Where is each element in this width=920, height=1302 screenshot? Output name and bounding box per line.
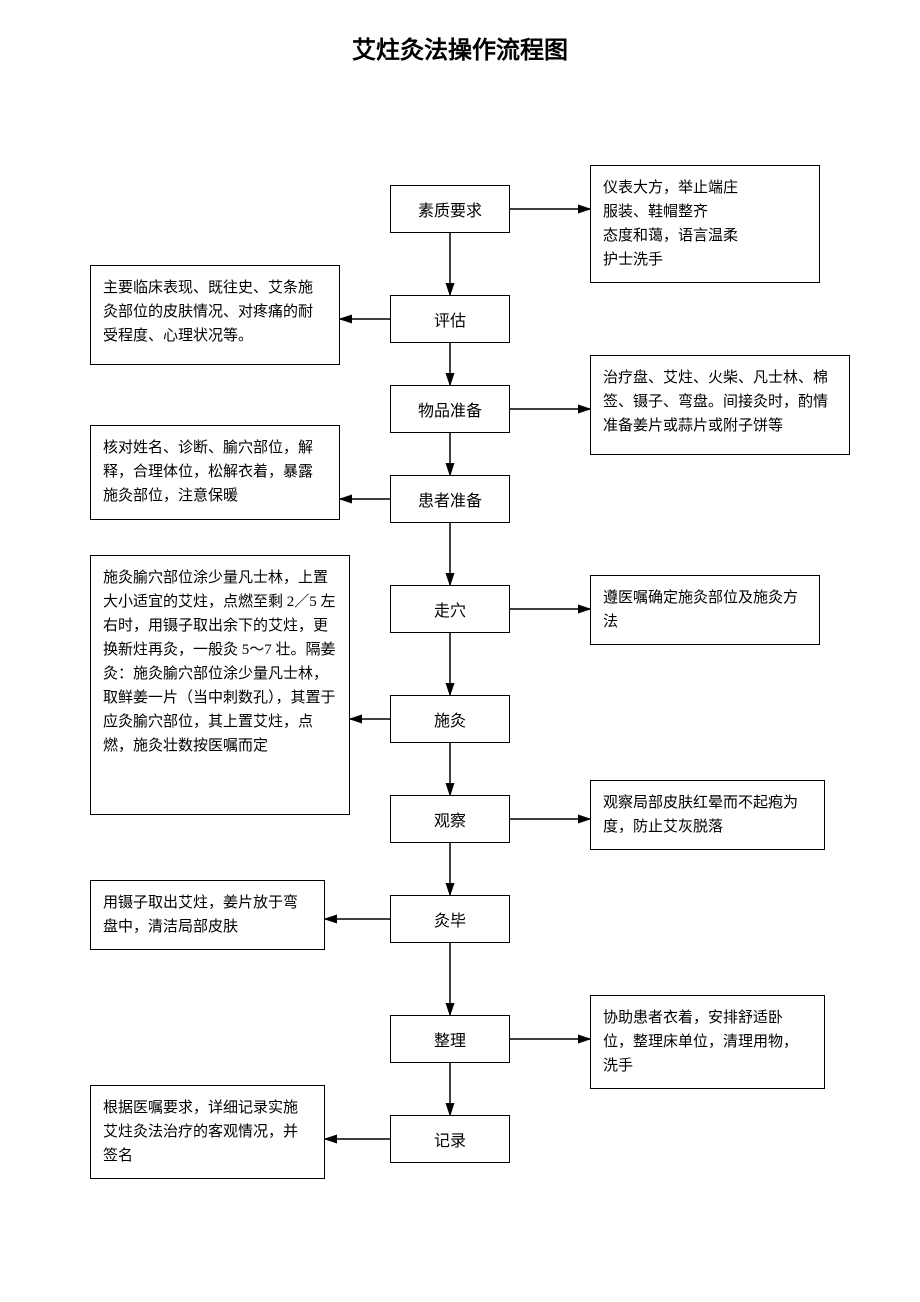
step-s2: 评估 <box>390 295 510 343</box>
sidebox-b5: 遵医嘱确定施灸部位及施灸方法 <box>590 575 820 645</box>
step-s4: 患者准备 <box>390 475 510 523</box>
step-s1: 素质要求 <box>390 185 510 233</box>
sidebox-b3: 治疗盘、艾炷、火柴、凡士林、棉签、镊子、弯盘。间接灸时，酌情准备姜片或蒜片或附子… <box>590 355 850 455</box>
page-title: 艾炷灸法操作流程图 <box>50 30 870 65</box>
step-s7: 观察 <box>390 795 510 843</box>
step-s8: 灸毕 <box>390 895 510 943</box>
step-s10: 记录 <box>390 1115 510 1163</box>
sidebox-b6: 施灸腧穴部位涂少量凡士林，上置大小适宜的艾炷，点燃至剩 2／5 左右时，用镊子取… <box>90 555 350 815</box>
sidebox-b8: 用镊子取出艾炷，姜片放于弯盘中，清洁局部皮肤 <box>90 880 325 950</box>
sidebox-b2: 主要临床表现、既往史、艾条施灸部位的皮肤情况、对疼痛的耐受程度、心理状况等。 <box>90 265 340 365</box>
step-s6: 施灸 <box>390 695 510 743</box>
step-s5: 走穴 <box>390 585 510 633</box>
flowchart-container: 素质要求评估物品准备患者准备走穴施灸观察灸毕整理记录 仪表大方，举止端庄服装、鞋帽… <box>50 125 870 1225</box>
step-s3: 物品准备 <box>390 385 510 433</box>
sidebox-b9: 协助患者衣着，安排舒适卧位，整理床单位，清理用物，洗手 <box>590 995 825 1089</box>
sidebox-b7: 观察局部皮肤红晕而不起疱为度，防止艾灰脱落 <box>590 780 825 850</box>
sidebox-b4: 核对姓名、诊断、腧穴部位，解释，合理体位，松解衣着，暴露施灸部位，注意保暖 <box>90 425 340 520</box>
step-s9: 整理 <box>390 1015 510 1063</box>
sidebox-b1: 仪表大方，举止端庄服装、鞋帽整齐态度和蔼，语言温柔护士洗手 <box>590 165 820 283</box>
sidebox-b10: 根据医嘱要求，详细记录实施艾炷灸法治疗的客观情况，并签名 <box>90 1085 325 1179</box>
